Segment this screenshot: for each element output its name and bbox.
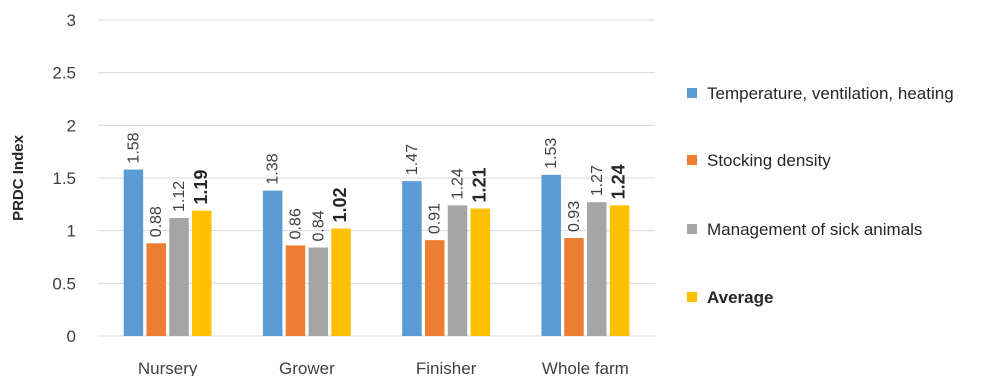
legend-item-label: Temperature, ventilation, heating: [707, 84, 954, 103]
bar-management-of-sick-animals-grower: [308, 247, 329, 336]
x-category-label: Nursery: [138, 359, 198, 376]
data-label: 0.86: [287, 208, 304, 239]
y-tick-label: 2: [67, 116, 76, 135]
data-label: 1.02: [330, 188, 350, 223]
bar-temperature-ventilation-heating-grower: [262, 190, 283, 336]
bar-temperature-ventilation-heating-finisher: [402, 181, 422, 336]
data-label: 1.21: [469, 167, 489, 202]
bar-management-of-sick-animals-nursery: [169, 218, 189, 336]
bar-average-finisher: [470, 208, 491, 336]
data-label: 1.47: [404, 144, 421, 175]
x-category-label: Whole farm: [542, 359, 629, 376]
bar-average-nursery: [192, 210, 212, 336]
y-tick-label: 1: [67, 222, 76, 241]
data-label: 0.88: [148, 206, 165, 237]
legend-item-label: Management of sick animals: [707, 220, 922, 239]
bars: [123, 169, 630, 336]
data-label: 1.53: [543, 138, 560, 169]
data-label: 0.91: [427, 203, 444, 234]
data-label: 1.24: [609, 164, 629, 199]
legend-item-label: Stocking density: [707, 151, 831, 170]
y-tick-label: 2.5: [52, 64, 76, 83]
x-category-label: Grower: [279, 359, 335, 376]
y-tick-label: 0.5: [52, 274, 76, 293]
bar-stocking-density-grower: [285, 245, 306, 336]
data-label: 1.58: [125, 132, 142, 163]
legend-swatch: [687, 155, 697, 165]
bar-average-grower: [331, 228, 351, 336]
data-label: 1.19: [191, 170, 211, 205]
legend-swatch: [687, 224, 697, 234]
legend-swatch: [687, 88, 697, 98]
bar-temperature-ventilation-heating-whole-farm: [541, 174, 561, 336]
bar-average-whole-farm: [609, 205, 630, 336]
legend-item-label: Average: [707, 288, 773, 307]
data-labels: 1.58 0.88 1.12 1.19 1.38 0.86 0.841.02 1.47 0.91…: [125, 132, 628, 241]
bar-stocking-density-finisher: [424, 240, 445, 336]
data-label: 1.38: [265, 153, 282, 184]
data-label: 1.27: [589, 165, 606, 196]
bar-temperature-ventilation-heating-nursery: [123, 169, 144, 336]
x-category-label: Finisher: [416, 359, 477, 376]
bar-stocking-density-whole-farm: [564, 238, 584, 336]
y-tick-label: 1.5: [52, 169, 76, 188]
legend: Temperature, ventilation, heating Stockin…: [687, 84, 954, 307]
bar-management-of-sick-animals-finisher: [447, 205, 468, 336]
legend-swatch: [687, 292, 697, 302]
x-axis-categories: Nursery Grower Finisher Whole farm: [138, 359, 629, 376]
data-label: 1.24: [450, 168, 467, 199]
y-axis-label: PRDC Index: [10, 134, 27, 221]
data-label: 1.12: [171, 181, 188, 212]
y-tick-label: 0: [67, 327, 76, 346]
y-tick-label: 3: [67, 11, 76, 30]
gridlines: [98, 19, 655, 337]
data-label: 0.93: [566, 201, 583, 232]
y-axis-ticks: 0 0.5 1 1.5 2 2.5 3: [52, 11, 76, 346]
bar-management-of-sick-animals-whole-farm: [587, 202, 607, 336]
data-label: 0.84: [310, 210, 327, 241]
bar-stocking-density-nursery: [146, 243, 166, 336]
